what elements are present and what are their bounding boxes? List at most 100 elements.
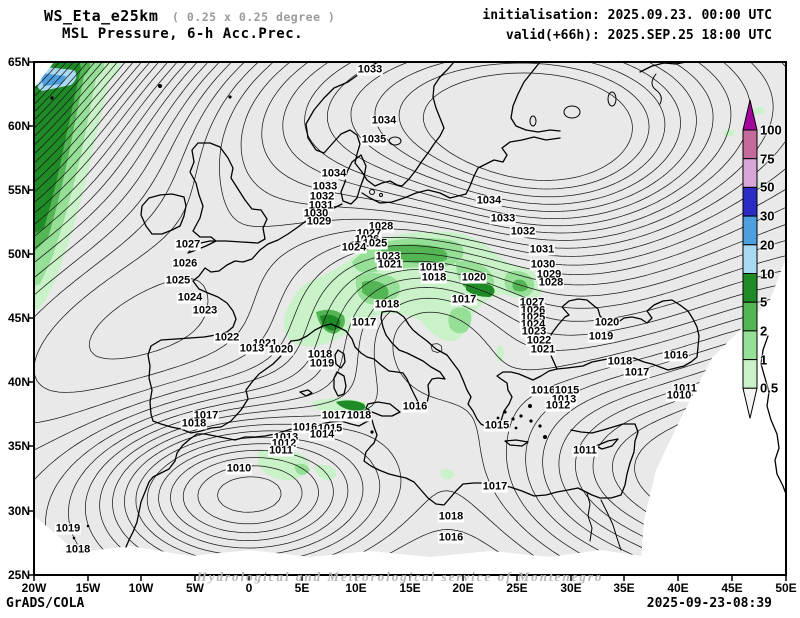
isobar-1033 [350, 62, 681, 205]
pressure-label: 1026 [171, 257, 199, 270]
lon-tick-label: 5W [186, 581, 204, 595]
pressure-label: 1031 [528, 243, 556, 256]
colorbar-segment [742, 129, 758, 160]
chart-subtitle: MSL Pressure, 6-h Acc.Prec. [62, 26, 304, 42]
pressure-label: 1027 [355, 227, 383, 240]
pressure-label: 1026 [519, 304, 547, 317]
pressure-label: 1023 [374, 250, 402, 263]
pressure-label: 1017 [192, 409, 220, 422]
colorbar-segment [742, 215, 758, 246]
lon-tick-label: 40E [667, 581, 689, 595]
lat-tick-label: 45N [7, 311, 30, 325]
colorbar-segment [742, 301, 758, 332]
lat-tick-label: 30N [7, 504, 30, 518]
pressure-label: 1018 [606, 355, 634, 368]
pressure-label: 1022 [213, 331, 241, 344]
lon-tick-label: 15W [75, 581, 101, 595]
colorbar-value: 2 [760, 323, 768, 339]
lon-tick-label: 25E [506, 581, 528, 595]
colorbar-value: 0.5 [760, 380, 779, 396]
pressure-label: 1014 [308, 428, 336, 441]
pressure-label: 1016 [401, 400, 429, 413]
lon-tick-label: 30E [560, 581, 582, 595]
lon-tick-label: 20E [452, 581, 474, 595]
pressure-label: 1017 [350, 316, 378, 329]
lon-tick-label: 50E [775, 581, 797, 595]
pressure-label: 1030 [529, 258, 557, 271]
pressure-label: 1019 [54, 522, 82, 535]
pressure-label: 1027 [174, 238, 202, 251]
precip-colorbar [742, 99, 758, 419]
colorbar-value: 100 [760, 122, 782, 138]
pressure-label: 1015 [316, 422, 344, 435]
isobar-1025 [34, 62, 786, 424]
lat-tick-label: 65N [7, 55, 30, 69]
pressure-label: 1016 [291, 421, 319, 434]
colorbar-value: 5 [760, 294, 768, 310]
pressure-label: 1027 [518, 296, 546, 309]
pressure-label: 1024 [340, 241, 368, 254]
resolution-note: ( 0.25 x 0.25 degree ) [172, 10, 336, 24]
lon-tick-label: 45E [721, 581, 743, 595]
colorbar-segment [742, 330, 758, 361]
pressure-label: 1013 [272, 431, 300, 444]
isobar-1036 [422, 72, 633, 181]
pressure-label: 1032 [509, 225, 537, 238]
colorbar-value: 75 [760, 151, 775, 167]
precipitation-layer [34, 62, 765, 481]
pressure-label: 1018 [64, 543, 92, 556]
isobar-1031 [304, 62, 714, 219]
pressure-label: 1019 [587, 330, 615, 343]
pressure-label: 1018 [180, 417, 208, 430]
valid-line: valid(+66h): 2025.SEP.25 18:00 UTC [505, 28, 772, 43]
lon-tick-label: 10E [345, 581, 367, 595]
pressure-label: 1017 [481, 480, 509, 493]
pressure-label: 1012 [544, 399, 572, 412]
pressure-label: 1017 [450, 293, 478, 306]
colorbar-value: 1 [760, 352, 768, 368]
pressure-label: 1029 [535, 268, 563, 281]
lat-tick-label: 40N [7, 375, 30, 389]
pressure-label: 1018 [345, 409, 373, 422]
axis-ticks [28, 61, 787, 581]
pressure-label: 1028 [367, 220, 395, 233]
colorbar-segment [742, 273, 758, 303]
pressure-label: 1032 [308, 190, 336, 203]
pressure-label: 1034 [370, 114, 398, 127]
header-right: initialisation: 2025.09.23. 00:00 UTC va… [482, 6, 772, 46]
colorbar-segment [742, 186, 758, 217]
lon-tick-label: 35E [613, 581, 635, 595]
pressure-label: 1012 [270, 437, 298, 450]
lat-tick-label: 55N [7, 183, 30, 197]
pressure-label: 1034 [320, 167, 348, 180]
pressure-label: 1021 [376, 258, 404, 271]
colorbar-segment [742, 244, 758, 275]
isobar-1023 [34, 62, 786, 481]
pressure-label: 1020 [460, 271, 488, 284]
pressure-label: 1018 [420, 271, 448, 284]
colorbar-segment [742, 359, 758, 389]
pressure-label: 1011 [672, 382, 698, 395]
pressure-label: 1034 [475, 194, 503, 207]
pressure-label: 1030 [302, 207, 330, 220]
lat-tick-label: 35N [7, 439, 30, 453]
pressure-label: 1011 [268, 444, 294, 457]
pressure-label: 1013 [550, 393, 578, 406]
colorbar-segment [742, 158, 758, 188]
pressure-label: 1035 [360, 133, 388, 146]
pressure-label: 1022 [525, 334, 553, 347]
lon-tick-label: 0 [245, 581, 253, 595]
colorbar-value: 10 [760, 266, 775, 281]
lon-tick-label: 20W [21, 581, 47, 595]
pressure-label: 1024 [519, 318, 547, 331]
colorbar-value: 30 [760, 208, 775, 224]
isobar-1022 [34, 62, 786, 575]
pressure-label: 1033 [489, 212, 517, 225]
pressure-label: 1020 [593, 316, 621, 329]
isobar-1018 [34, 62, 786, 575]
pressure-label: 1019 [308, 357, 336, 370]
pressure-label: 1028 [537, 276, 565, 289]
pressure-label: 1024 [176, 291, 204, 304]
pressure-label: 1018 [437, 510, 465, 523]
